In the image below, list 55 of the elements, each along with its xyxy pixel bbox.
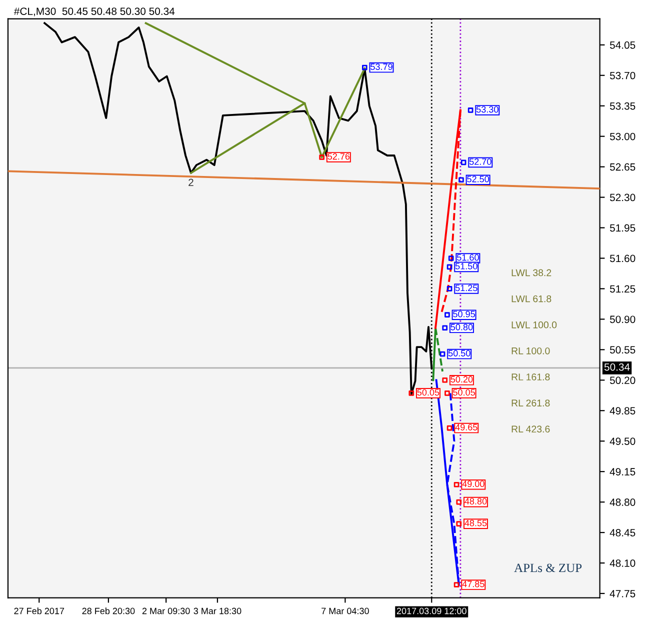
annotation: LWL 61.8 [512, 295, 552, 302]
y-tick-label: 47.75 [610, 590, 636, 598]
data-label: 50.05 [453, 389, 475, 396]
y-tick-label: 51.95 [610, 224, 636, 232]
x-tick-label: 28 Feb 20:30 [82, 608, 135, 614]
data-label: 50.50 [448, 350, 470, 356]
data-label: 52.50 [467, 176, 490, 182]
annotation: RL 423.6 [512, 426, 550, 433]
y-tick-label: 52.65 [610, 163, 636, 171]
y-tick-label: 51.25 [610, 285, 636, 293]
data-label: 48.80 [464, 498, 487, 504]
data-label: 50.95 [453, 310, 475, 318]
data-label: 51.25 [455, 284, 478, 292]
x-tick-label: 2017.03.09 12:00 [396, 608, 466, 614]
y-tick-label: 48.10 [610, 560, 636, 567]
data-label: 49.65 [455, 424, 478, 430]
y-tick-label: 54.05 [610, 41, 636, 49]
data-label: 50.80 [450, 324, 473, 330]
y-tick-label: 49.50 [610, 438, 636, 445]
y-tick-label: 51.60 [610, 254, 636, 262]
annotation: 2 [188, 178, 194, 186]
chart-title: #CL,M30 50.45 50.48 50.30 50.34 [14, 8, 175, 16]
data-label: 48.55 [464, 520, 487, 526]
y-tick-label: 53.35 [610, 102, 636, 110]
annotation: RL 100.0 [512, 347, 550, 354]
annotation: RL 161.8 [512, 374, 550, 380]
data-label: 47.85 [462, 580, 484, 588]
data-label: 51.50 [455, 262, 478, 270]
x-tick-label: 2 Mar 09:30 [142, 608, 190, 614]
x-tick-label: 7 Mar 04:30 [322, 608, 369, 614]
y-tick-label: 50.55 [610, 346, 636, 354]
annotation: APLs & ZUP [514, 564, 582, 572]
data-label: 53.79 [370, 64, 392, 70]
data-label: 52.76 [328, 153, 350, 160]
y-tick-label: 53.70 [610, 72, 636, 80]
y-tick-label: 50.90 [610, 316, 636, 324]
annotation: LWL 38.2 [512, 269, 552, 276]
y-tick-label: 48.80 [610, 498, 636, 506]
y-tick-label: 53.00 [610, 132, 636, 140]
data-label: 50.05 [417, 389, 440, 396]
y-tick-label: 49.85 [610, 407, 636, 414]
y-tick-label: 48.45 [610, 529, 636, 536]
y-tick-label: 50.20 [610, 376, 636, 384]
data-label: 52.70 [469, 158, 492, 165]
y-tick-label: 52.30 [610, 194, 636, 202]
data-label: 50.20 [450, 376, 473, 383]
x-tick-label: 27 Feb 2017 [14, 608, 64, 614]
y-tick-label: 49.15 [610, 468, 636, 476]
data-label: 49.00 [462, 480, 484, 488]
data-label: 51.60 [457, 254, 479, 261]
ref-line-label: 50.34 [604, 363, 630, 371]
annotation: RL 261.8 [512, 400, 550, 406]
x-tick-label: 3 Mar 18:30 [194, 608, 242, 614]
data-label: 53.30 [476, 106, 498, 113]
annotation: LWL 100.0 [512, 321, 557, 328]
